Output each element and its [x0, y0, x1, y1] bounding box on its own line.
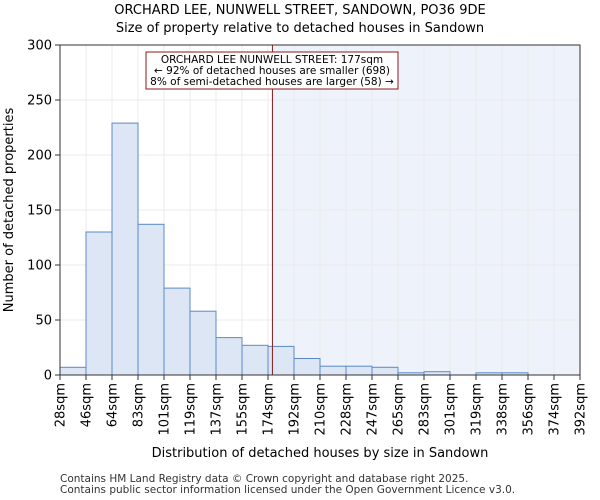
- footer-line-2: Contains public sector information licen…: [60, 484, 516, 496]
- histogram-bar: [215, 337, 243, 376]
- x-tick-label: 192sqm: [288, 383, 303, 436]
- y-tick-label: 150: [27, 204, 52, 219]
- chart-title-line-1: ORCHARD LEE, NUNWELL STREET, SANDOWN, PO…: [114, 3, 485, 18]
- x-tick-label: 83sqm: [132, 383, 147, 427]
- x-ticks-group: 28sqm 46sqm 64sqm 83sqm 101sqm 119sqm 137sqm 15…: [54, 375, 589, 436]
- y-tick-label: 100: [27, 259, 52, 274]
- annotation-line-1: ORCHARD LEE NUNWELL STREET: 177sqm: [161, 54, 383, 66]
- x-tick-label: 64sqm: [106, 383, 121, 427]
- histogram-bar: [345, 365, 373, 376]
- chart-title-line-2: Size of property relative to detached ho…: [116, 21, 484, 36]
- annotation-border: [145, 51, 399, 90]
- x-tick-label: 101sqm: [158, 383, 173, 436]
- bars-group: [59, 122, 529, 376]
- x-tick-label: 319sqm: [470, 383, 485, 436]
- y-tick-label: 250: [27, 94, 52, 109]
- x-tick-label: 301sqm: [444, 383, 459, 436]
- x-tick-label: 137sqm: [210, 383, 225, 436]
- x-tick-label: 374sqm: [548, 383, 563, 436]
- x-tick-label: 392sqm: [574, 383, 589, 436]
- x-tick-label: 155sqm: [236, 383, 251, 436]
- y-tick-label: 50: [35, 314, 52, 329]
- histogram-bar: [371, 366, 399, 376]
- histogram-bar: [267, 345, 295, 376]
- x-tick-label: 356sqm: [522, 383, 537, 436]
- annotation-line-2: ← 92% of detached houses are smaller (69…: [154, 65, 390, 77]
- x-tick-label: 338sqm: [496, 383, 511, 436]
- annotation-box: ORCHARD LEE NUNWELL STREET: 177sqm ← 92%…: [145, 51, 399, 90]
- histogram-bar: [293, 358, 321, 376]
- y-tick-label: 200: [27, 149, 52, 164]
- y-tick-label: 0: [44, 369, 52, 384]
- histogram-bar: [163, 287, 191, 376]
- x-axis-title: Distribution of detached houses by size …: [152, 446, 489, 461]
- x-tick-label: 46sqm: [80, 383, 95, 427]
- footer-line-1: Contains HM Land Registry data © Crown c…: [60, 473, 469, 485]
- x-tick-label: 265sqm: [392, 383, 407, 436]
- x-tick-label: 228sqm: [340, 383, 355, 436]
- histogram-bar: [85, 231, 113, 376]
- histogram-bar: [137, 223, 165, 376]
- x-tick-label: 283sqm: [418, 383, 433, 436]
- x-tick-label: 210sqm: [314, 383, 329, 436]
- x-tick-label: 119sqm: [184, 383, 199, 436]
- y-axis-title: Number of detached properties: [2, 108, 17, 313]
- x-tick-label: 247sqm: [366, 383, 381, 436]
- y-tick-label: 300: [27, 39, 52, 54]
- histogram-bar: [59, 366, 87, 376]
- histogram-bar: [241, 344, 269, 376]
- histogram-bar: [319, 365, 347, 376]
- y-ticks-group: 0 50 100 150 200 250 300: [27, 39, 60, 384]
- histogram-bar: [111, 122, 139, 376]
- annotation-line-3: 8% of semi-detached houses are larger (5…: [150, 76, 394, 88]
- x-tick-label: 28sqm: [54, 383, 69, 427]
- x-tick-label: 174sqm: [262, 383, 277, 436]
- histogram-bar: [189, 310, 217, 376]
